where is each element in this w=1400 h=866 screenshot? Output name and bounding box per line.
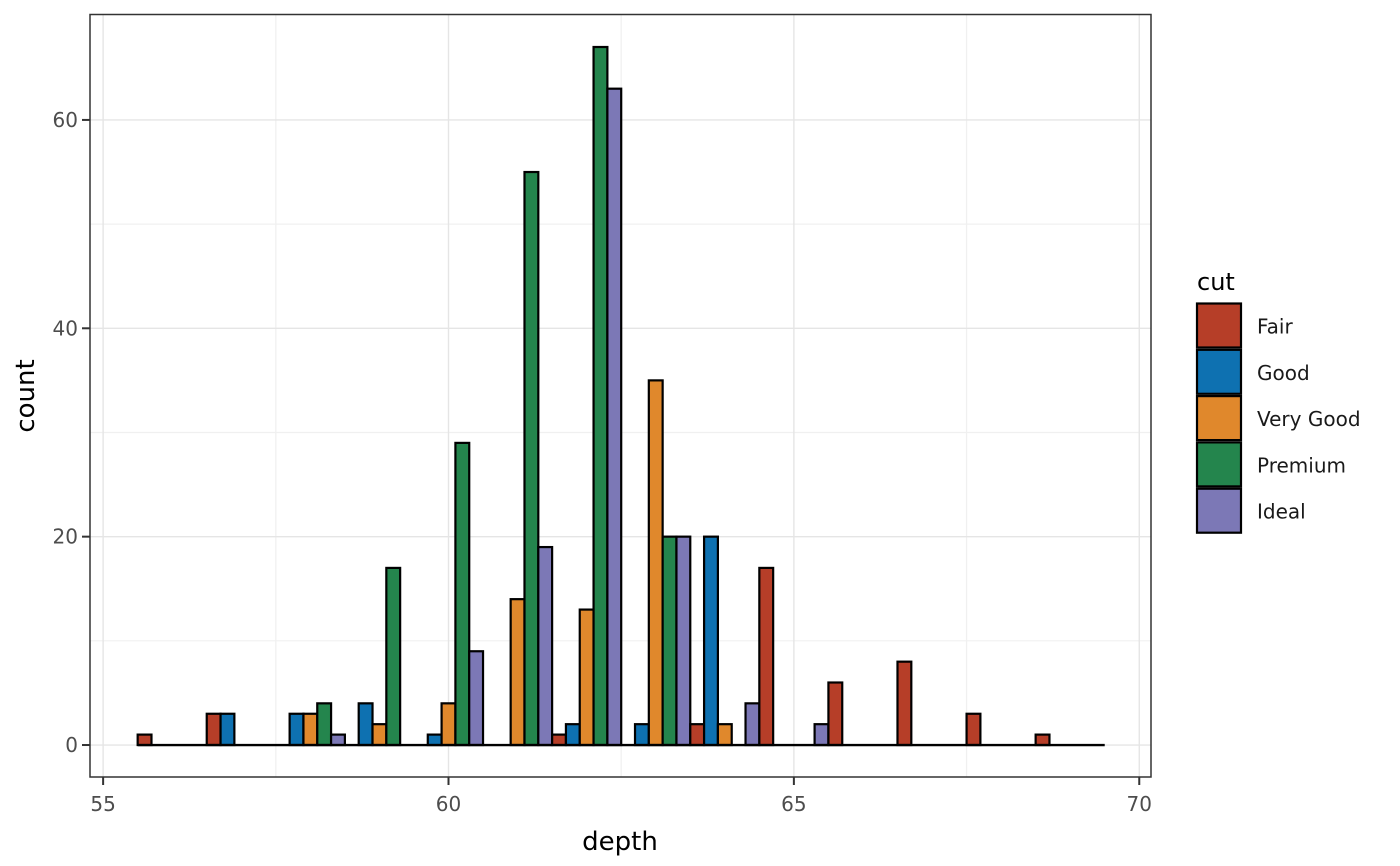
bar-premium-bin60 [454, 441, 471, 747]
bar-very-good-bin59 [371, 723, 388, 747]
bar-ideal-bin60 [468, 650, 485, 747]
bar-ideal-bin62 [606, 87, 623, 747]
bar-ideal-bin58 [329, 733, 346, 747]
bar-very-good-bin63 [647, 379, 664, 747]
bar-premium-bin62 [592, 45, 609, 747]
bar-fair-bin64 [689, 723, 706, 747]
y-tick-label: 40 [53, 316, 78, 340]
bar-very-good-bin62 [578, 608, 595, 747]
legend-keys: Fair Good Very Good Premium Ideal [1195, 302, 1361, 534]
bar-fair-bin68 [965, 712, 982, 747]
legend-key-very-good [1195, 395, 1243, 442]
bar-good-bin60 [426, 733, 443, 747]
x-axis-title: depth [582, 827, 658, 857]
bar-good-bin59 [357, 702, 374, 747]
legend: cut Fair Good Very Good Premium Ideal [1195, 268, 1361, 534]
x-tick-label: 55 [90, 792, 115, 816]
y-tick-label: 0 [65, 733, 78, 757]
bar-fair-bin56 [136, 733, 153, 747]
x-tick-label: 60 [436, 792, 461, 816]
bar-ideal-bin61 [537, 545, 554, 747]
panel-border-rect [89, 13, 1152, 778]
bar-premium-bin58 [316, 702, 333, 747]
y-tick-label: 20 [53, 525, 78, 549]
legend-key-premium [1195, 441, 1243, 488]
legend-key-ideal [1195, 487, 1243, 534]
legend-label-very-good: Very Good [1257, 407, 1361, 431]
bar-premium-bin61 [523, 170, 540, 747]
bar-ideal-bin64 [744, 702, 761, 747]
bar-good-bin57 [219, 712, 236, 747]
bar-good-bin64 [702, 535, 720, 747]
bar-fair-bin67 [896, 660, 913, 747]
y-axis-title: count [11, 359, 41, 432]
bar-good-bin58 [288, 712, 305, 747]
y-tick-label: 60 [53, 108, 78, 132]
bar-very-good-bin61 [509, 598, 526, 747]
legend-label-good: Good [1257, 361, 1310, 385]
bar-very-good-bin58 [302, 712, 319, 747]
bar-premium-bin63 [661, 535, 678, 747]
bar-fair-bin66 [827, 681, 844, 747]
legend-title: cut [1197, 268, 1235, 296]
panel-border [89, 13, 1152, 778]
bar-fair-bin69 [1034, 733, 1051, 747]
bar-premium-bin59 [385, 566, 402, 747]
axis-tick-labels: 55 60 65 70 0 20 40 60 [53, 108, 1152, 816]
bar-good-bin62 [564, 723, 581, 747]
axis-tick-marks [82, 118, 1141, 785]
legend-key-good [1195, 348, 1243, 395]
legend-key-fair [1195, 302, 1243, 349]
bar-fair-bin57 [205, 712, 222, 747]
x-tick-label: 65 [781, 792, 806, 816]
bar-ideal-bin63 [675, 535, 692, 747]
x-tick-label: 70 [1127, 792, 1152, 816]
bar-very-good-bin64 [716, 723, 733, 747]
bar-fair-bin65 [758, 566, 775, 747]
bar-good-bin63 [633, 723, 650, 747]
bar-fair-bin62 [551, 733, 568, 747]
legend-label-ideal: Ideal [1257, 500, 1306, 524]
bar-ideal-bin65 [813, 723, 830, 747]
legend-label-fair: Fair [1257, 315, 1293, 339]
legend-label-premium: Premium [1257, 453, 1346, 477]
bar-very-good-bin60 [440, 702, 457, 747]
